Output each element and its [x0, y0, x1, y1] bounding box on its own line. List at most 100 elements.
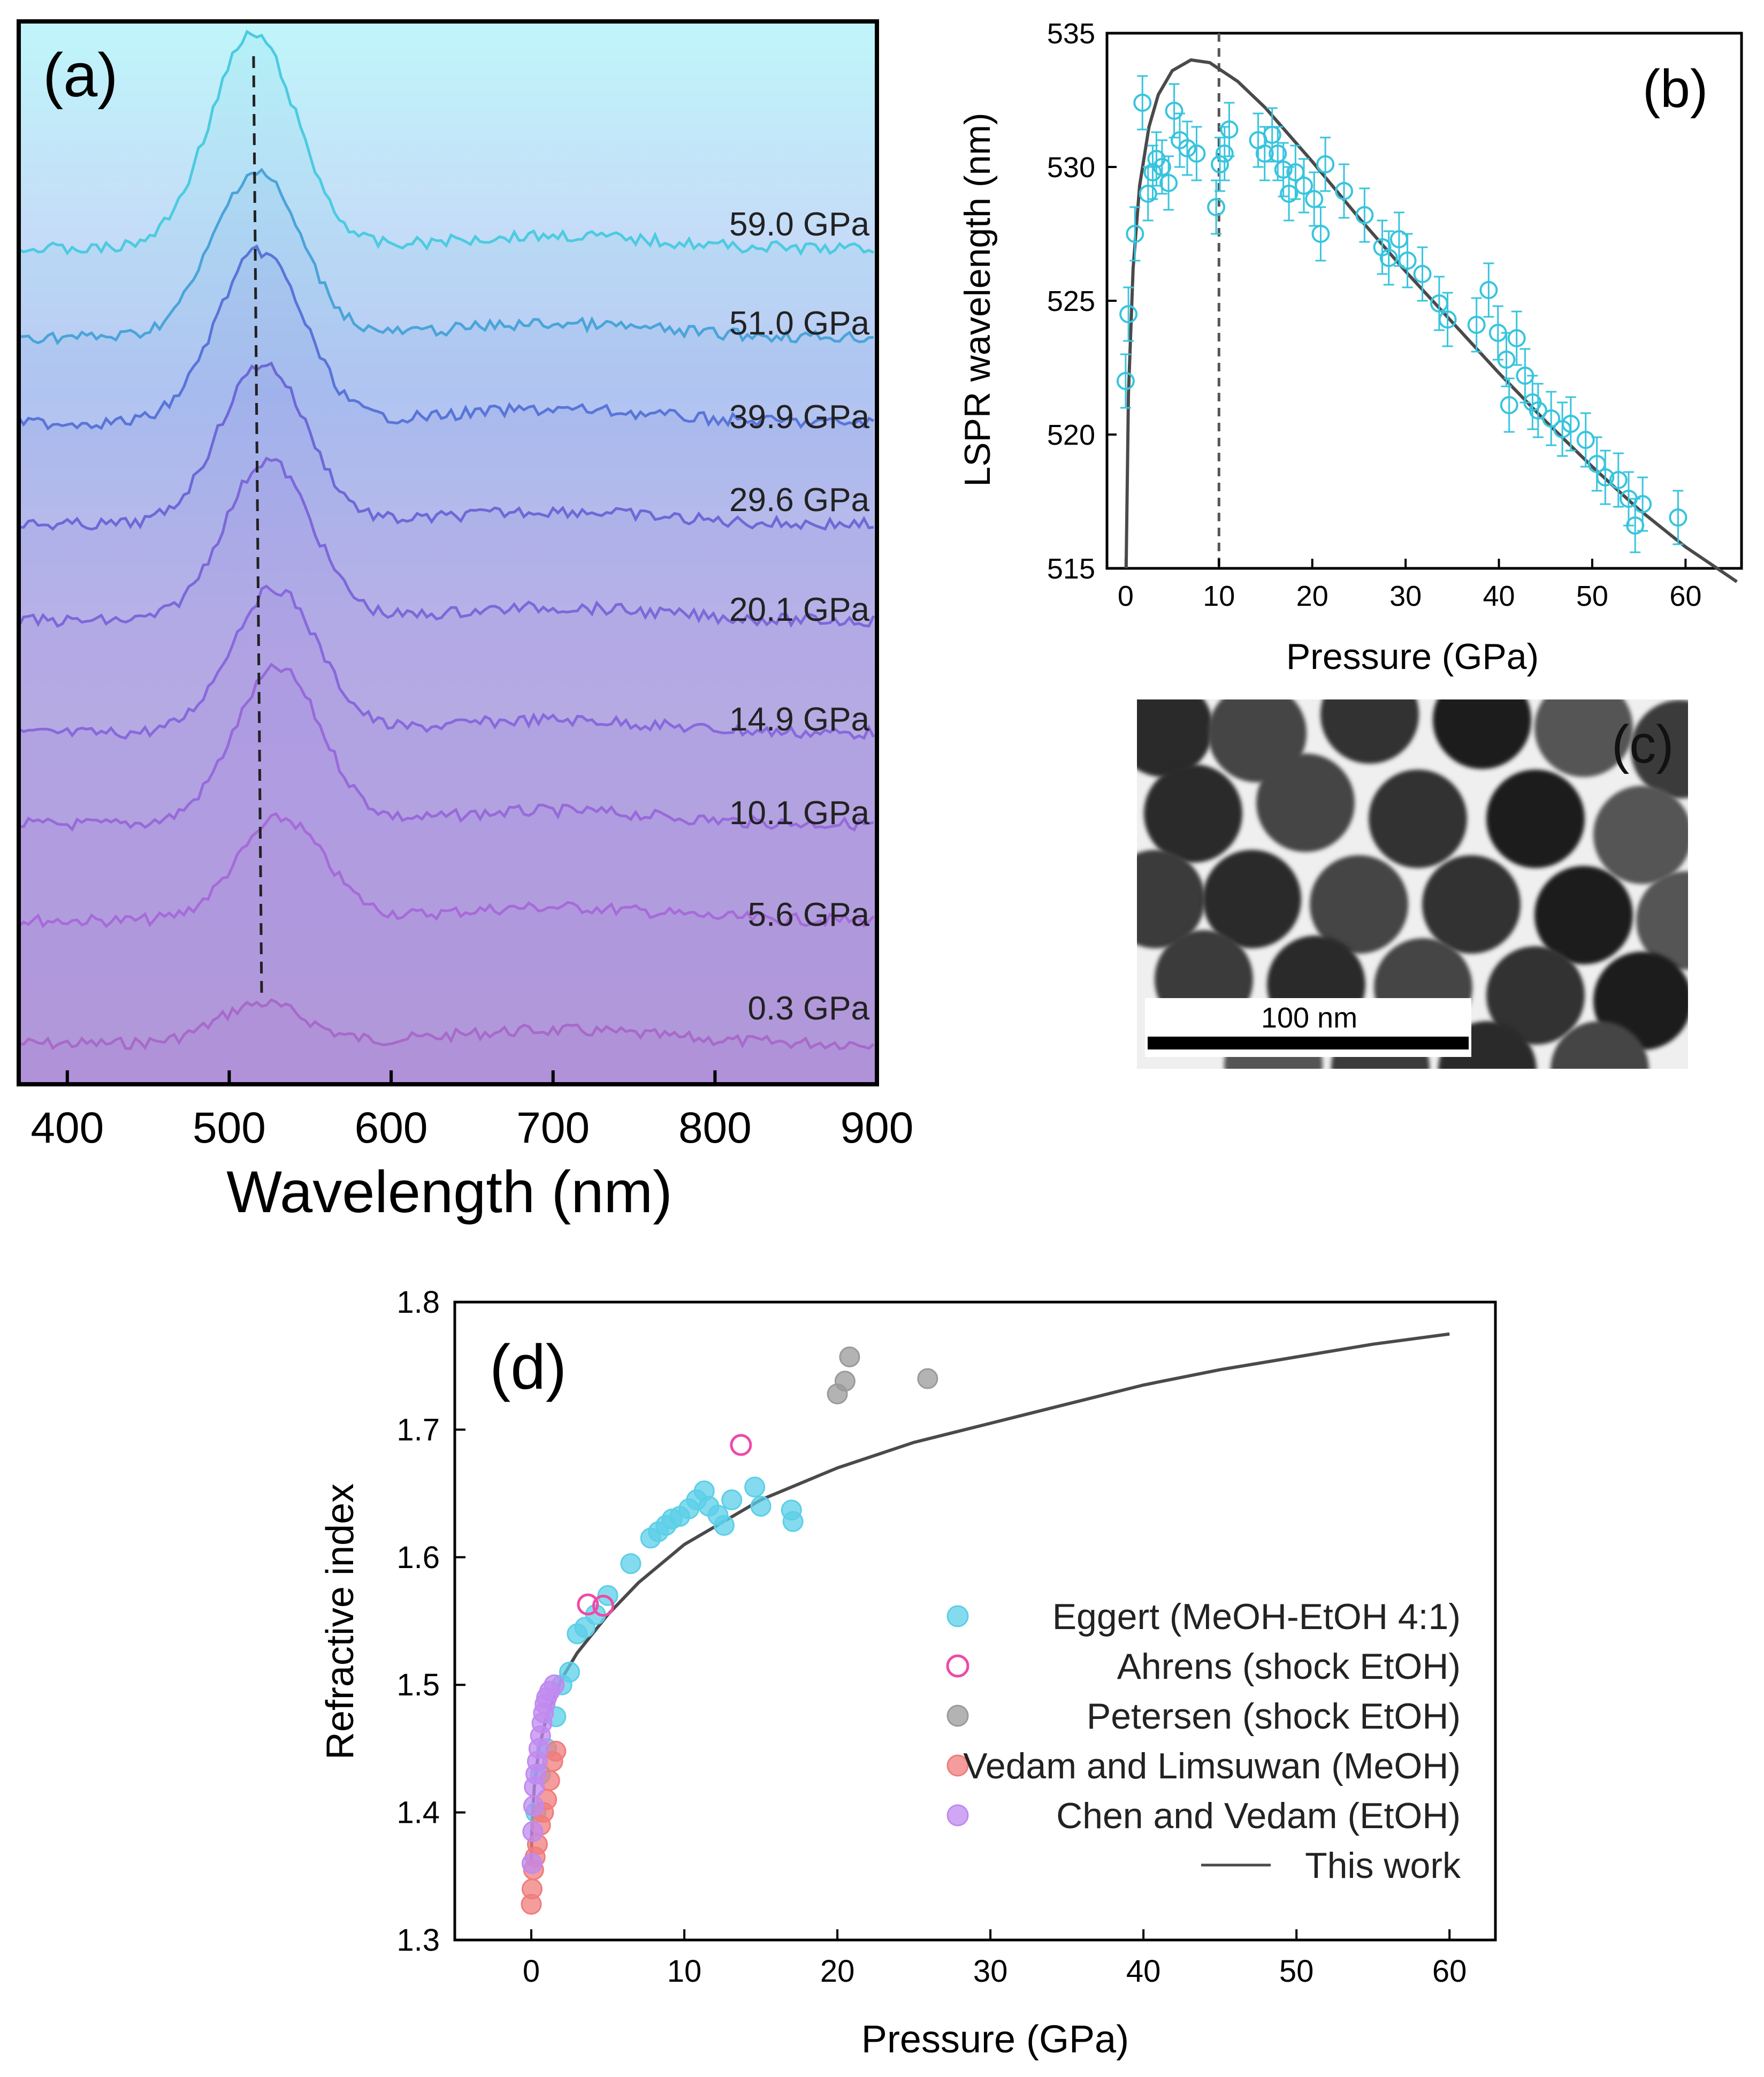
x-tick-label: 0: [1118, 580, 1134, 612]
data-point: [1576, 431, 1595, 449]
data-point: [750, 1495, 772, 1517]
data-point: [1274, 161, 1293, 179]
y-tick-label: 535: [1047, 18, 1095, 50]
data-point: [730, 1434, 752, 1456]
y-tick-label: 1.3: [396, 1923, 440, 1958]
data-point: [1497, 351, 1516, 369]
panel-b-ticks: 0 10 20 30 40 50 60 515 520 525 530 535: [1047, 18, 1702, 612]
panel-b-lspr-plot: 0 10 20 30 40 50 60 515 520 525 530 535 (b) Pressur…: [957, 18, 1743, 677]
pressure-label: 39.9 GPa: [729, 399, 869, 436]
spectrum-fill: [19, 363, 877, 1084]
y-tick-label: 1.6: [396, 1540, 440, 1575]
data-point: [1438, 310, 1457, 329]
legend-swatch: [946, 1754, 969, 1777]
data-point: [1379, 249, 1398, 267]
panel-b-x-axis-label: Pressure (GPa): [1286, 636, 1539, 677]
data-point: [1152, 158, 1171, 176]
panel-a-background: [19, 21, 877, 1084]
data-point: [1633, 495, 1652, 513]
data-point: [1335, 182, 1354, 200]
pressure-label: 51.0 GPa: [729, 305, 869, 342]
panel-a-label: (a): [43, 41, 118, 110]
panel-c-tem-image: 100 nm (c): [1137, 699, 1688, 1069]
spectrum-line: [19, 812, 875, 929]
data-point: [1467, 316, 1486, 334]
nanoparticle: [1203, 850, 1301, 948]
spectrum-fill: [19, 32, 877, 1084]
data-point: [577, 1593, 599, 1616]
spectrum-line: [19, 361, 874, 531]
spectrum-line: [19, 457, 875, 628]
legend-label: Eggert (MeOH-EtOH 4:1): [1052, 1596, 1461, 1637]
data-point: [1413, 265, 1432, 283]
data-point: [523, 1795, 544, 1817]
data-point: [1596, 468, 1615, 486]
spectrum-line: [19, 29, 874, 256]
panel-c-label: (c): [1612, 714, 1674, 774]
panel-d-x-axis-label: Pressure (GPa): [861, 2018, 1129, 2061]
data-point: [1398, 252, 1417, 270]
data-point: [1207, 198, 1226, 216]
pressure-label: 10.1 GPa: [729, 795, 869, 832]
panel-a-spectra: 0.3 GPa 5.6 GPa 10.1 GPa 14.9 GPa 20.1 GPa 29…: [17, 19, 914, 1225]
data-point: [1119, 305, 1138, 323]
legend-swatch: [946, 1705, 969, 1727]
peak-position-dashed-line: [252, 50, 263, 993]
data-point: [721, 1489, 743, 1511]
pressure-label: 20.1 GPa: [729, 591, 869, 628]
legend-swatch: [946, 1605, 969, 1627]
data-point: [1305, 190, 1324, 208]
data-point: [522, 1821, 544, 1842]
data-point: [1500, 396, 1518, 414]
data-point: [1316, 155, 1335, 173]
x-tick-label: 500: [193, 1104, 266, 1152]
spectrum-fill: [19, 1000, 877, 1084]
spectrum-line: [19, 168, 874, 346]
data-point: [1187, 144, 1206, 163]
x-tick-label: 40: [1126, 1954, 1161, 1989]
data-point: [1269, 144, 1287, 163]
data-point: [592, 1594, 614, 1617]
data-point: [1529, 401, 1547, 420]
legend-label: Petersen (shock EtOH): [1087, 1696, 1461, 1737]
nanoparticle: [1369, 770, 1467, 868]
nanoparticle: [1433, 699, 1531, 769]
x-tick-label: 60: [1432, 1954, 1467, 1989]
data-point: [1215, 144, 1234, 163]
nanoparticle: [1256, 754, 1355, 852]
x-tick-label: 10: [667, 1954, 702, 1989]
data-point: [620, 1553, 642, 1574]
x-tick-label: 900: [841, 1104, 914, 1152]
nanoparticle: [1422, 855, 1521, 954]
data-point: [744, 1477, 766, 1498]
panel-a-curves: [19, 29, 877, 1084]
x-tick-label: 10: [1203, 580, 1235, 612]
x-tick-label: 50: [1279, 1954, 1314, 1989]
nanoparticle: [1593, 786, 1688, 884]
data-point: [1355, 206, 1374, 224]
data-point: [1211, 155, 1230, 173]
y-tick-label: 1.5: [396, 1668, 440, 1702]
data-point: [1479, 281, 1498, 299]
panel-d-legend: Eggert (MeOH-EtOH 4:1) Ahrens (shock EtOH…: [946, 1596, 1461, 1886]
y-tick-label: 515: [1047, 553, 1095, 585]
spectrum-line: [19, 584, 875, 740]
spectrum-line: [19, 663, 874, 832]
scale-bar: [1148, 1037, 1469, 1049]
data-point: [782, 1511, 804, 1532]
panel-d-frame: [453, 1300, 1497, 1942]
pressure-label: 0.3 GPa: [748, 990, 870, 1027]
data-point: [1159, 174, 1178, 192]
data-point: [1295, 177, 1314, 195]
x-tick-label: 40: [1483, 580, 1515, 612]
data-point: [839, 1346, 860, 1368]
data-point: [1178, 139, 1196, 157]
y-tick-label: 530: [1047, 151, 1095, 184]
nanoparticle: [1144, 764, 1242, 863]
panel-b-fit-curve: [1124, 58, 1738, 583]
x-tick-label: 700: [516, 1104, 590, 1152]
data-point: [1542, 409, 1561, 428]
data-point: [834, 1371, 856, 1392]
y-tick-label: 1.4: [396, 1795, 440, 1830]
